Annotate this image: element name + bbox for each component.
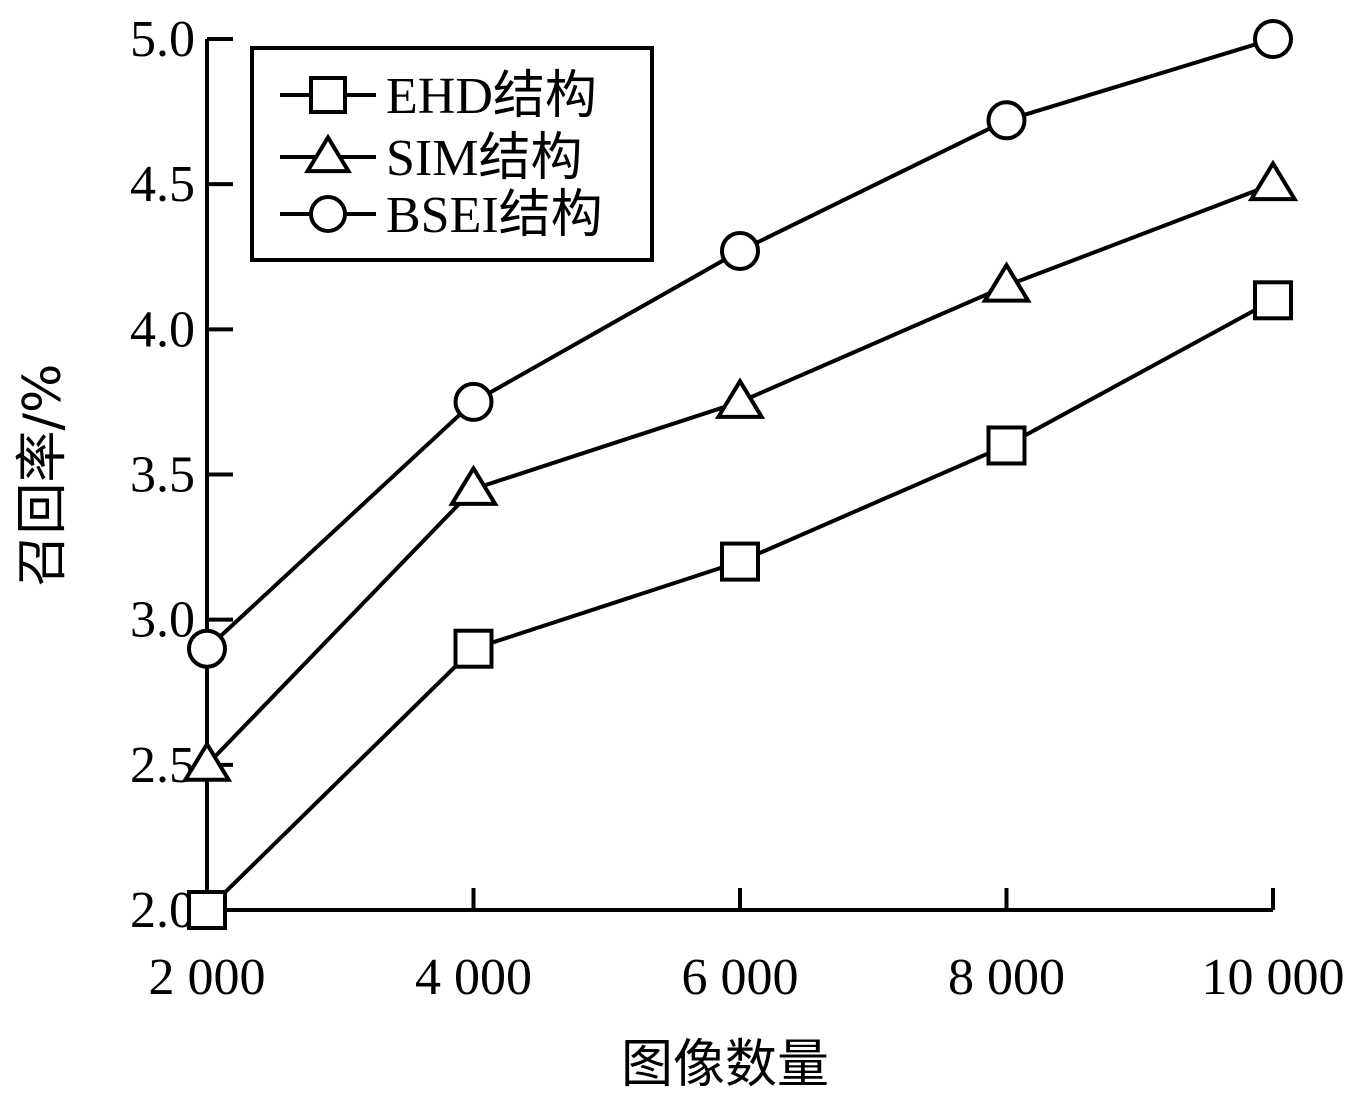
y-tick-label: 4.5	[130, 156, 195, 213]
data-point-circle	[453, 381, 494, 422]
data-point-square	[453, 628, 494, 669]
x-tick-label: 2 000	[149, 949, 266, 1006]
data-point-triangle	[448, 464, 499, 506]
x-tick-label: 4 000	[415, 949, 532, 1006]
data-point-circle	[720, 230, 760, 271]
legend-label: SIM结构	[386, 130, 582, 187]
data-point-triangle	[1247, 159, 1299, 202]
series-markers	[181, 19, 1299, 930]
legend-marker-circle	[309, 195, 347, 233]
data-point-square	[1253, 280, 1293, 321]
data-point-triangle	[714, 377, 766, 419]
legend-label: BSEI结构	[386, 187, 603, 244]
data-point-square	[187, 890, 227, 930]
data-point-circle	[187, 628, 227, 669]
y-tick-label: 5.0	[130, 11, 195, 68]
x-tick-label: 6 000	[682, 949, 799, 1006]
y-tick-label: 2.5	[130, 737, 195, 794]
legend-marker-triangle	[304, 133, 352, 174]
data-point-square	[986, 425, 1027, 466]
x-tick-label: 8 000	[948, 949, 1065, 1006]
data-point-triangle	[181, 740, 233, 782]
y-tick-label: 3.5	[130, 447, 195, 504]
data-point-circle	[986, 100, 1027, 141]
y-tick-label: 3.0	[130, 592, 195, 649]
x-tick-label: 10 000	[1202, 949, 1345, 1006]
data-point-triangle	[981, 261, 1032, 303]
legend-marker-square	[309, 76, 347, 114]
y-tick-label: 2.0	[130, 882, 195, 939]
series-line-triangle	[205, 182, 1274, 767]
data-point-circle	[1253, 19, 1293, 59]
legend-label: EHD结构	[386, 68, 597, 125]
data-point-square	[720, 541, 760, 582]
x-axis-title: 图像数量	[621, 1035, 829, 1095]
axes: 2.0 2.5 3.0 3.5 4.0 4.5 5.0 2 000 4 000 6 000 8 00…	[130, 11, 1345, 1006]
y-axis-title: 召回率/%	[13, 364, 73, 587]
y-tick-label: 4.0	[130, 301, 195, 358]
